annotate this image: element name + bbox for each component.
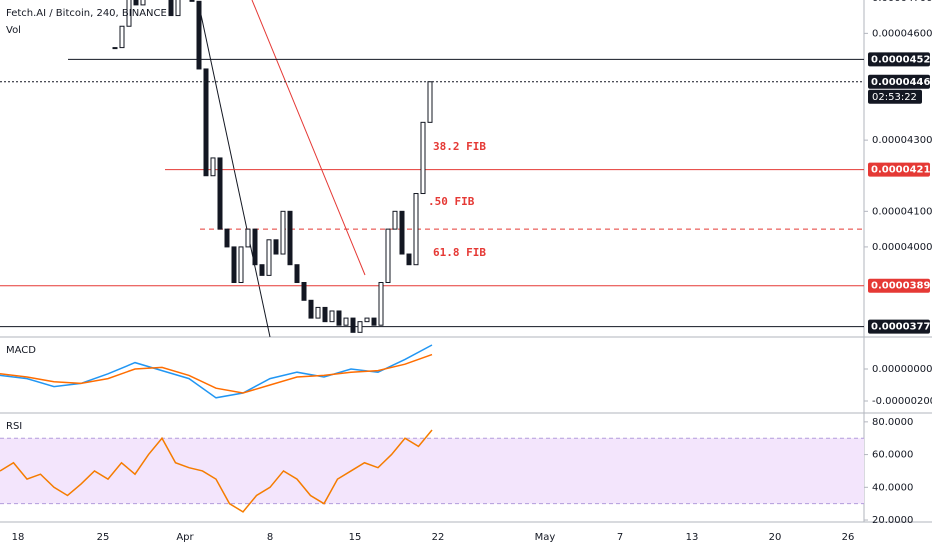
candle <box>406 253 412 266</box>
candle <box>301 282 307 301</box>
price-pane <box>0 0 864 337</box>
x-tick-label: 25 <box>97 532 110 543</box>
price-label: 0.00004464 <box>871 77 932 88</box>
countdown: 02:53:22 <box>872 92 917 103</box>
y-tick-label: 40.0000 <box>872 482 913 493</box>
candle <box>399 210 405 255</box>
price-label: 0.00003776 <box>871 322 932 333</box>
candle <box>119 25 125 49</box>
candle <box>196 0 202 70</box>
candle <box>259 264 265 276</box>
y-tick-label: 0.00004300 <box>872 135 932 146</box>
candle <box>294 264 300 284</box>
candle <box>224 228 230 248</box>
indicator-line <box>0 429 433 513</box>
candle <box>273 239 279 255</box>
symbol-title: Fetch.AI / Bitcoin, 240, BINANCE <box>6 8 167 19</box>
x-tick-label: 15 <box>349 532 362 543</box>
candle <box>371 317 377 326</box>
y-tick-label: 80.0000 <box>872 417 913 428</box>
x-tick-label: 20 <box>769 532 782 543</box>
x-tick-label: Apr <box>176 532 194 543</box>
price-label-box <box>868 319 930 334</box>
x-tick-label: 18 <box>12 532 25 543</box>
volume-label: Vol <box>6 25 21 36</box>
countdown-box <box>868 89 922 104</box>
candle <box>133 0 139 6</box>
fib-label: 61.8 FIB <box>433 246 486 259</box>
candle <box>238 246 244 284</box>
x-tick-label: May <box>535 532 556 543</box>
candle <box>385 228 391 284</box>
x-tick-label: 13 <box>686 532 699 543</box>
candle <box>364 317 370 323</box>
y-tick-label: 0.00004000 <box>872 242 932 253</box>
candle <box>231 246 237 284</box>
price-label-box <box>868 52 930 67</box>
candle <box>308 299 314 319</box>
indicator-line <box>0 353 433 394</box>
indicator-line <box>0 344 433 399</box>
pane-title: MACD <box>6 345 36 356</box>
fib-label: .50 FIB <box>428 195 475 208</box>
fib-label: 38.2 FIB <box>433 140 486 153</box>
x-tick-label: 7 <box>617 532 623 543</box>
candle <box>210 157 216 177</box>
price-label: 0.00004217 <box>871 165 932 176</box>
candle <box>343 317 349 326</box>
candle <box>252 228 258 266</box>
candle <box>427 81 433 123</box>
trend-line <box>199 9 271 337</box>
candle <box>189 0 195 2</box>
y-tick-label: -0.00000200 <box>872 396 932 407</box>
pane-title: RSI <box>6 421 22 432</box>
candle <box>287 210 293 266</box>
candle <box>280 210 286 255</box>
price-label: 0.00004527 <box>871 54 932 65</box>
x-tick-label: 8 <box>267 532 273 543</box>
candle <box>203 68 209 177</box>
candle <box>420 121 426 195</box>
candle <box>168 0 174 17</box>
x-tick-label: 26 <box>842 532 855 543</box>
rsi-band <box>0 438 864 504</box>
y-tick-label: 0.00000000 <box>872 364 932 375</box>
price-label-box <box>868 74 930 89</box>
y-tick-label: 60.0000 <box>872 450 913 461</box>
price-label-box <box>868 162 930 177</box>
candle <box>126 0 132 27</box>
candle <box>112 47 118 50</box>
candle <box>392 210 398 230</box>
candle <box>329 310 335 323</box>
y-tick-label: 0.00004700 <box>872 0 932 4</box>
y-tick-label: 0.00004600 <box>872 28 932 39</box>
candle <box>175 0 181 17</box>
candle <box>245 228 251 248</box>
candle <box>140 0 146 6</box>
price-label: 0.00003891 <box>871 281 932 292</box>
y-tick-label: 0.00004100 <box>872 206 932 217</box>
y-tick-label: 20.0000 <box>872 515 913 526</box>
candle <box>266 239 272 276</box>
candle <box>322 306 328 323</box>
price-label-box <box>868 278 930 293</box>
candle <box>378 282 384 326</box>
candle <box>315 306 321 319</box>
candle <box>413 193 419 266</box>
candle <box>336 310 342 326</box>
candle <box>357 321 363 333</box>
candle <box>350 317 356 333</box>
x-tick-label: 22 <box>432 532 445 543</box>
candle <box>217 157 223 230</box>
